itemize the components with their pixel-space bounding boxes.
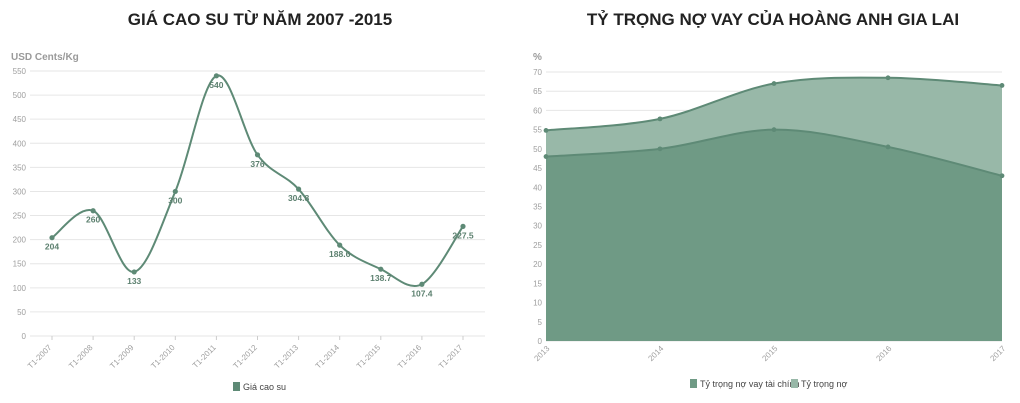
point-ty-trong-no-2016 — [885, 75, 891, 81]
y-tick-35: 35 — [533, 203, 542, 212]
x-tick-2016: 2016 — [874, 344, 893, 363]
y-tick-20: 20 — [533, 260, 542, 269]
x-tick-t1-2015: T1-2015 — [355, 343, 383, 371]
y-tick-100: 100 — [13, 284, 27, 293]
point-t1-2008 — [90, 208, 96, 214]
data-label-t1-2012: 376 — [250, 159, 264, 169]
point-t1-2011 — [213, 73, 219, 79]
legend-swatch-ty-trong-no-vay-tai-chinh — [690, 379, 697, 388]
legend-label-gia-cao-su: Giá cao su — [243, 382, 286, 392]
point-ty-trong-no-2013 — [543, 128, 549, 133]
point-t1-2012 — [254, 152, 261, 158]
data-label-t1-2016: 107.4 — [411, 288, 433, 298]
data-label-t1-2015: 138.7 — [370, 273, 392, 283]
data-label-t1-2013: 304.8 — [288, 193, 310, 203]
x-tick-t1-2011: T1-2011 — [191, 343, 218, 370]
point-ty-trong-no-vay-tai-chinh-2016 — [885, 144, 891, 150]
point-ty-trong-no-vay-tai-chinh-2017 — [999, 173, 1005, 179]
x-tick-2014: 2014 — [646, 344, 665, 363]
chart2-legend: Tỷ trọng nợ vay tài chính Tỷ trọng nợ — [690, 379, 848, 389]
y-tick-5: 5 — [538, 318, 543, 327]
point-ty-trong-no-2014 — [657, 116, 663, 122]
y-tick-550: 550 — [13, 67, 27, 76]
y-tick-55: 55 — [533, 126, 542, 135]
point-t1-2009 — [131, 269, 137, 275]
x-tick-t1-2007: T1-2007 — [26, 343, 54, 371]
point-ty-trong-no-2017 — [999, 83, 1005, 88]
debt-ratio-chart: TỶ TRỌNG NỢ VAY CỦA HOÀNG ANH GIA LAI % … — [532, 10, 1007, 389]
x-tick-t1-2012: T1-2012 — [231, 343, 259, 371]
x-tick-t1-2014: T1-2014 — [314, 343, 342, 371]
data-label-t1-2017: 227.5 — [452, 230, 474, 240]
x-tick-2015: 2015 — [760, 344, 779, 363]
y-tick-500: 500 — [13, 91, 27, 100]
point-t1-2015 — [378, 266, 384, 272]
point-ty-trong-no-2015 — [771, 81, 777, 86]
y-tick-65: 65 — [533, 87, 542, 96]
point-t1-2013 — [296, 186, 302, 192]
data-label-t1-2009: 133 — [127, 276, 141, 286]
y-tick-25: 25 — [533, 241, 542, 250]
x-tick-t1-2008: T1-2008 — [67, 343, 95, 371]
series-area-ty-trong-no-vay-tai-chinh — [546, 129, 1002, 341]
y-tick-0: 0 — [22, 332, 27, 341]
y-tick-30: 30 — [533, 222, 542, 231]
y-tick-60: 60 — [533, 106, 542, 115]
y-tick-40: 40 — [533, 183, 542, 192]
data-label-t1-2008: 260 — [86, 215, 100, 225]
y-tick-15: 15 — [533, 279, 542, 288]
x-tick-2017: 2017 — [988, 344, 1007, 363]
y-tick-200: 200 — [13, 236, 27, 245]
point-t1-2014 — [337, 242, 343, 248]
data-label-t1-2007: 204 — [45, 242, 59, 252]
x-tick-2013: 2013 — [532, 344, 551, 363]
x-tick-t1-2017: T1-2017 — [437, 343, 465, 371]
legend-label-ty-trong-no: Tỷ trọng nợ — [801, 379, 848, 389]
point-t1-2016 — [419, 281, 425, 287]
y-tick-250: 250 — [13, 212, 27, 221]
chart1-ylabel: USD Cents/Kg — [11, 52, 79, 63]
y-tick-70: 70 — [533, 68, 542, 77]
y-tick-0: 0 — [538, 337, 543, 346]
chart1-legend: Giá cao su — [233, 382, 286, 392]
y-tick-50: 50 — [533, 145, 542, 154]
legend-swatch-ty-trong-no — [791, 379, 798, 388]
y-tick-10: 10 — [533, 299, 542, 308]
data-label-t1-2011: 540 — [209, 80, 223, 90]
chart1-title: GIÁ CAO SU TỪ NĂM 2007 -2015 — [128, 10, 392, 29]
y-tick-45: 45 — [533, 164, 542, 173]
chart2-title: TỶ TRỌNG NỢ VAY CỦA HOÀNG ANH GIA LAI — [587, 10, 959, 29]
x-tick-t1-2010: T1-2010 — [149, 343, 177, 371]
y-tick-300: 300 — [13, 187, 27, 196]
point-ty-trong-no-vay-tai-chinh-2014 — [657, 146, 663, 152]
point-ty-trong-no-vay-tai-chinh-2015 — [771, 127, 777, 133]
x-tick-t1-2009: T1-2009 — [108, 343, 136, 371]
data-label-t1-2014: 188.6 — [329, 249, 351, 259]
rubber-price-chart: GIÁ CAO SU TỪ NĂM 2007 -2015 USD Cents/K… — [11, 10, 485, 392]
point-t1-2017 — [460, 223, 466, 229]
point-t1-2007 — [49, 235, 55, 241]
x-tick-t1-2013: T1-2013 — [273, 343, 301, 371]
point-t1-2010 — [172, 188, 178, 195]
y-tick-50: 50 — [17, 308, 26, 317]
chart2-ylabel: % — [533, 52, 542, 63]
data-label-t1-2010: 300 — [168, 195, 182, 205]
y-tick-350: 350 — [13, 163, 27, 172]
legend-swatch-gia-cao-su — [233, 382, 240, 391]
x-tick-t1-2016: T1-2016 — [396, 343, 424, 371]
legend-label-ty-trong-no-vay-tai-chinh: Tỷ trọng nợ vay tài chính — [700, 379, 799, 389]
y-tick-450: 450 — [13, 115, 27, 124]
point-ty-trong-no-vay-tai-chinh-2013 — [543, 154, 549, 159]
y-tick-400: 400 — [13, 139, 27, 148]
y-tick-150: 150 — [13, 260, 27, 269]
series-line-gia-cao-su — [51, 74, 464, 287]
